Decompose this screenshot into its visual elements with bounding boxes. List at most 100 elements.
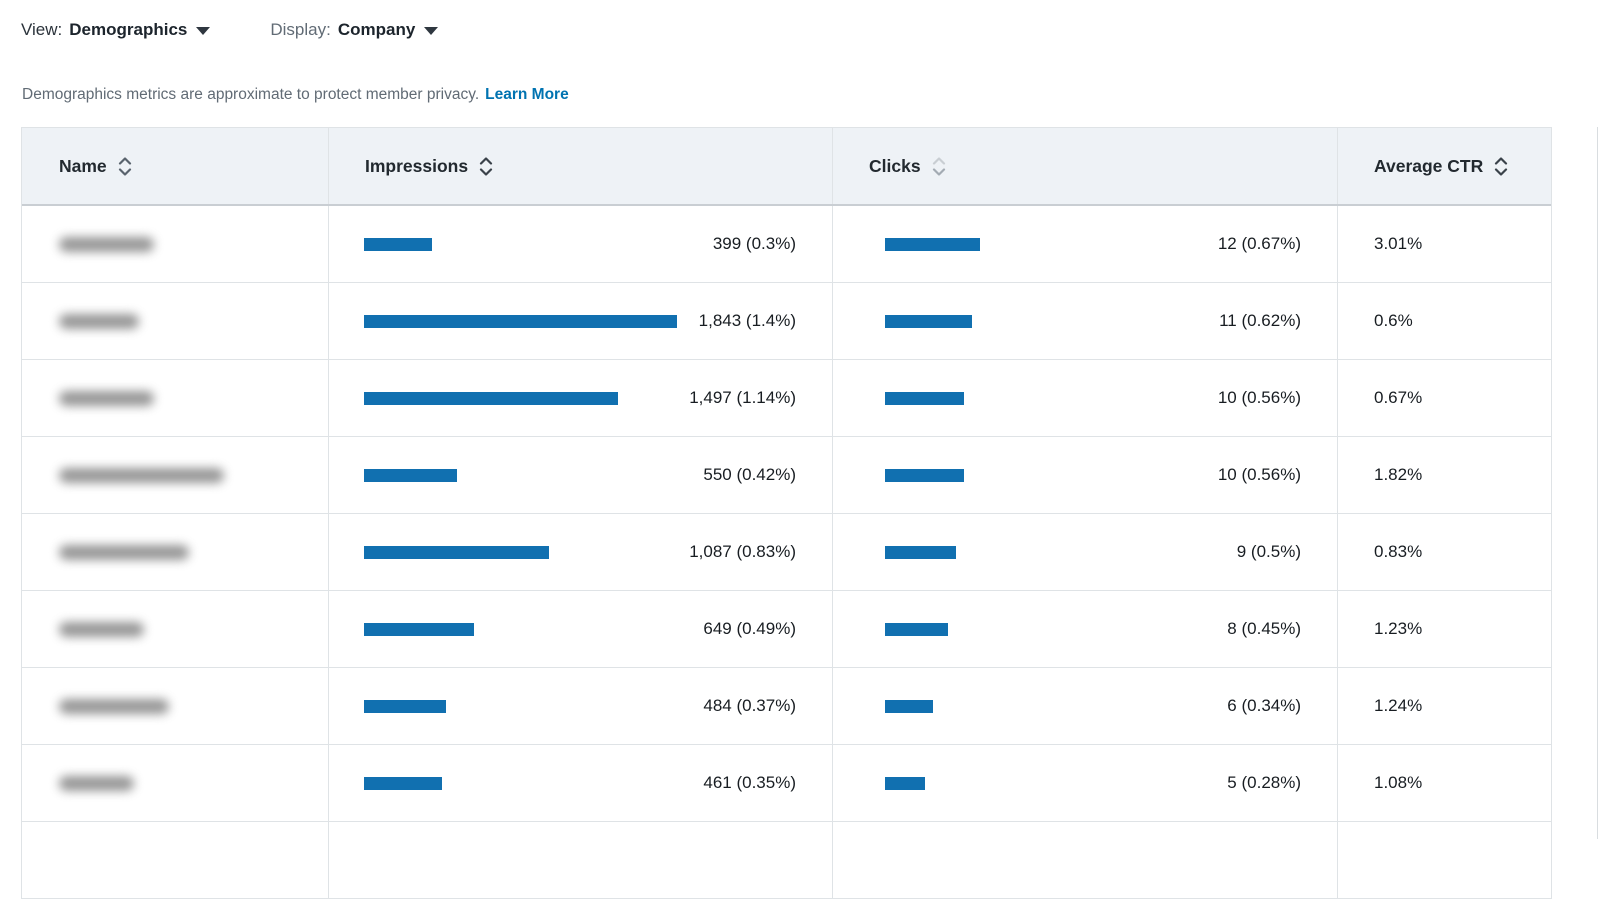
privacy-note: Demographics metrics are approximate to … xyxy=(22,86,569,104)
redacted-name xyxy=(59,390,154,406)
redacted-name xyxy=(59,467,224,483)
impressions-cell: 1,843 (1.4%) xyxy=(328,283,832,359)
impressions-cell: 550 (0.42%) xyxy=(328,437,832,513)
name-cell xyxy=(22,668,328,744)
impressions-value: 1,497 (1.14%) xyxy=(689,388,796,407)
clicks-bar xyxy=(885,776,925,790)
table-row: 550 (0.42%) 10 (0.56%) 1.82% xyxy=(22,437,1551,514)
average-ctr-cell: 0.83% xyxy=(1337,514,1553,590)
table-body: 399 (0.3%) 12 (0.67%) 3.01% 1,843 (1.4%)… xyxy=(22,206,1551,899)
impressions-value: 550 (0.42%) xyxy=(703,465,796,484)
clicks-bar xyxy=(885,391,964,405)
clicks-bar xyxy=(885,468,964,482)
clicks-cell: 5 (0.28%) xyxy=(832,745,1337,821)
clicks-bar xyxy=(885,545,956,559)
clicks-cell: 8 (0.45%) xyxy=(832,591,1337,667)
toolbar: View: Demographics Display: Company xyxy=(21,20,439,40)
sort-icon xyxy=(479,156,493,176)
table-row: 399 (0.3%) 12 (0.67%) 3.01% xyxy=(22,206,1551,283)
column-header-label: Name xyxy=(59,155,107,176)
impressions-value: 461 (0.35%) xyxy=(703,773,796,792)
redacted-name xyxy=(59,313,139,329)
clicks-value: 11 (0.62%) xyxy=(1219,311,1301,330)
column-header-clicks[interactable]: Clicks xyxy=(832,128,1337,204)
display-dropdown[interactable]: Display: Company xyxy=(270,20,439,40)
redacted-name xyxy=(59,775,134,791)
clicks-value: 5 (0.28%) xyxy=(1227,773,1301,792)
ctr-value: 0.83% xyxy=(1374,542,1423,561)
name-cell xyxy=(22,206,328,282)
impressions-value: 399 (0.3%) xyxy=(712,234,796,253)
clicks-bar xyxy=(885,237,980,251)
average-ctr-cell: 1.08% xyxy=(1337,745,1553,821)
redacted-name xyxy=(59,621,144,637)
impressions-cell: 1,497 (1.14%) xyxy=(328,360,832,436)
display-label: Display: xyxy=(270,20,331,39)
clicks-bar xyxy=(885,699,933,713)
name-cell xyxy=(22,514,328,590)
view-dropdown[interactable]: View: Demographics xyxy=(21,20,211,40)
impressions-bar xyxy=(364,776,442,790)
view-value: Demographics xyxy=(69,20,188,39)
ctr-value: 0.67% xyxy=(1374,388,1423,407)
clicks-bar xyxy=(885,622,948,636)
clicks-cell: 9 (0.5%) xyxy=(832,514,1337,590)
average-ctr-cell: 3.01% xyxy=(1337,206,1553,282)
clicks-cell: 11 (0.62%) xyxy=(832,283,1337,359)
redacted-name xyxy=(59,544,189,560)
table-row: 484 (0.37%) 6 (0.34%) 1.24% xyxy=(22,668,1551,745)
column-header-label: Clicks xyxy=(869,155,921,176)
demographics-table: Name Impressions Clicks Average CTR xyxy=(21,127,1552,899)
chevron-down-icon xyxy=(424,27,439,35)
ctr-value: 0.6% xyxy=(1374,311,1413,330)
column-header-name[interactable]: Name xyxy=(22,128,328,204)
impressions-cell xyxy=(328,822,832,898)
impressions-bar xyxy=(364,545,549,559)
ctr-value: 1.08% xyxy=(1374,773,1423,792)
impressions-value: 649 (0.49%) xyxy=(703,619,796,638)
ctr-value: 3.01% xyxy=(1374,234,1423,253)
view-label: View: xyxy=(21,20,63,39)
sort-icon xyxy=(118,156,132,176)
impressions-bar xyxy=(364,237,432,251)
clicks-bar xyxy=(885,314,972,328)
redacted-name xyxy=(59,698,169,714)
learn-more-link[interactable]: Learn More xyxy=(485,86,569,103)
impressions-value: 484 (0.37%) xyxy=(703,696,796,715)
chevron-down-icon xyxy=(196,27,211,35)
impressions-bar xyxy=(364,468,457,482)
clicks-cell xyxy=(832,822,1337,898)
name-cell xyxy=(22,745,328,821)
impressions-value: 1,087 (0.83%) xyxy=(689,542,796,561)
name-cell xyxy=(22,822,328,898)
ctr-value: 1.23% xyxy=(1374,619,1423,638)
table-row: 1,087 (0.83%) 9 (0.5%) 0.83% xyxy=(22,514,1551,591)
ctr-value: 1.24% xyxy=(1374,696,1423,715)
column-header-label: Average CTR xyxy=(1374,155,1484,176)
clicks-value: 9 (0.5%) xyxy=(1236,542,1301,561)
impressions-cell: 399 (0.3%) xyxy=(328,206,832,282)
column-header-impressions[interactable]: Impressions xyxy=(328,128,832,204)
name-cell xyxy=(22,360,328,436)
impressions-bar xyxy=(364,314,677,328)
column-header-average-ctr[interactable]: Average CTR xyxy=(1337,128,1553,204)
table-row: 649 (0.49%) 8 (0.45%) 1.23% xyxy=(22,591,1551,668)
redacted-name xyxy=(59,236,154,252)
impressions-cell: 1,087 (0.83%) xyxy=(328,514,832,590)
clicks-cell: 12 (0.67%) xyxy=(832,206,1337,282)
table-header: Name Impressions Clicks Average CTR xyxy=(22,128,1551,206)
average-ctr-cell: 1.82% xyxy=(1337,437,1553,513)
impressions-cell: 649 (0.49%) xyxy=(328,591,832,667)
table-row: 1,843 (1.4%) 11 (0.62%) 0.6% xyxy=(22,283,1551,360)
average-ctr-cell: 1.24% xyxy=(1337,668,1553,744)
name-cell xyxy=(22,283,328,359)
name-cell xyxy=(22,437,328,513)
clicks-value: 12 (0.67%) xyxy=(1217,234,1301,253)
screen-edge-divider xyxy=(1597,127,1598,839)
impressions-cell: 461 (0.35%) xyxy=(328,745,832,821)
clicks-cell: 10 (0.56%) xyxy=(832,360,1337,436)
clicks-value: 6 (0.34%) xyxy=(1227,696,1301,715)
clicks-cell: 6 (0.34%) xyxy=(832,668,1337,744)
average-ctr-cell: 0.67% xyxy=(1337,360,1553,436)
clicks-cell: 10 (0.56%) xyxy=(832,437,1337,513)
